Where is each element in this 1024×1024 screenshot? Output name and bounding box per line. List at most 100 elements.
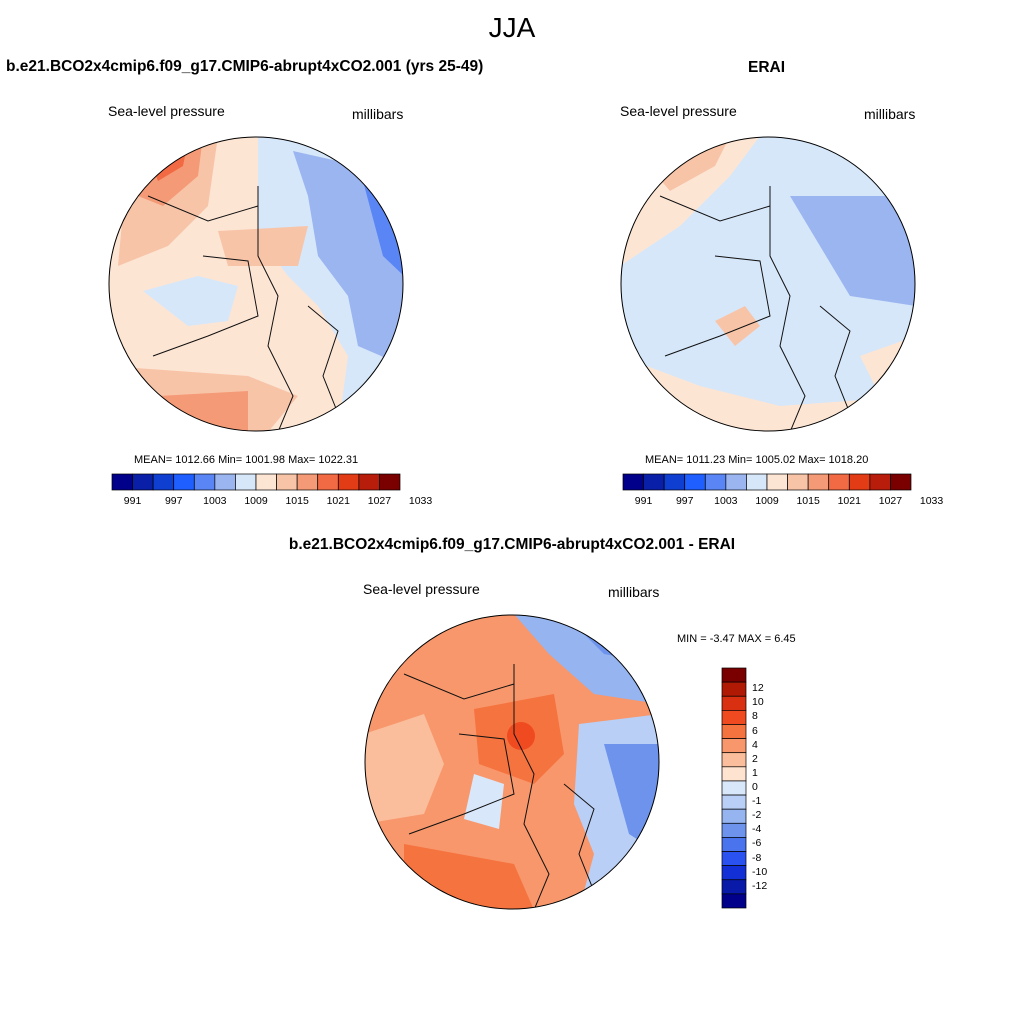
diff-colorbar-tick-label: 2 <box>752 752 758 765</box>
model-colorbar-tick-label: 1033 <box>408 495 433 507</box>
model-colorbar-swatch <box>193 473 216 491</box>
diff-colorbar-ticks: 12 10 8 6 4 2 1 0 -1 -2 -4 -6 -8 -10 -12 <box>752 668 792 908</box>
diff-colorbar-swatch <box>721 667 747 683</box>
obs-colorbar-tick-label: 1033 <box>919 495 944 507</box>
obs-contour-region <box>790 196 915 306</box>
obs-colorbar <box>622 473 912 491</box>
diff-colorbar-swatch <box>721 865 747 881</box>
diff-polar-map <box>364 614 660 910</box>
obs-colorbar-swatch <box>828 473 850 491</box>
model-right-label: millibars <box>352 106 404 122</box>
obs-colorbar-swatch <box>807 473 830 491</box>
obs-colorbar-swatch <box>848 473 871 491</box>
model-colorbar <box>111 473 401 491</box>
diff-colorbar-swatch <box>721 710 747 725</box>
diff-panel-title: b.e21.BCO2x4cmip6.f09_g17.CMIP6-abrupt4x… <box>288 536 736 553</box>
diff-colorbar-tick-label: -4 <box>752 823 762 836</box>
diff-colorbar-tick-label: 4 <box>752 738 758 751</box>
model-colorbar-swatch <box>296 473 319 491</box>
obs-colorbar-swatch <box>704 473 727 491</box>
model-colorbar-tick-label: 1015 <box>285 495 309 507</box>
diff-colorbar-tick-label: -2 <box>752 809 762 822</box>
diff-colorbar-tick-label: 10 <box>752 696 764 709</box>
model-colorbar-tick-label: 1003 <box>203 495 227 507</box>
obs-colorbar-swatch <box>663 473 686 491</box>
model-colorbar-tick-label: 991 <box>123 495 142 507</box>
obs-colorbar-ticks: 991 997 1003 1009 1015 1021 1027 1033 <box>623 495 943 509</box>
model-colorbar-swatch <box>255 473 277 491</box>
model-contour-region <box>143 276 238 326</box>
diff-colorbar-tick-label: 0 <box>752 781 758 793</box>
diff-colorbar-swatch <box>721 695 747 711</box>
obs-colorbar-swatch <box>869 473 891 491</box>
diff-colorbar-swatch <box>721 822 747 838</box>
diff-colorbar-swatch <box>721 724 747 739</box>
diff-contour-region <box>464 774 504 829</box>
diff-colorbar <box>721 667 747 909</box>
diff-stats: MIN = -3.47 MAX = 6.45 <box>677 633 796 645</box>
model-colorbar-swatch <box>317 473 339 491</box>
model-colorbar-swatch <box>379 473 401 491</box>
diff-colorbar-tick-label: -1 <box>752 795 762 808</box>
obs-map-border <box>620 136 916 432</box>
model-colorbar-swatch <box>173 473 195 491</box>
model-colorbar-tick-label: 1021 <box>326 495 350 507</box>
diff-colorbar-swatch <box>721 681 747 697</box>
model-colorbar-swatch <box>132 473 154 491</box>
diff-right-label: millibars <box>608 584 660 600</box>
diff-colorbar-swatch <box>721 780 747 796</box>
obs-colorbar-tick-label: 991 <box>634 495 653 507</box>
obs-colorbar-tick-label: 1003 <box>714 495 738 507</box>
model-colorbar-swatch <box>111 473 133 491</box>
diff-contour-region <box>365 714 444 824</box>
diff-colorbar-swatch <box>721 808 747 824</box>
obs-left-label: Sea-level pressure <box>620 103 737 119</box>
model-map-border <box>108 136 404 432</box>
model-colorbar-tick-label: 1027 <box>367 495 392 507</box>
model-colorbar-swatch <box>214 473 236 491</box>
obs-stats: MEAN= 1011.23 Min= 1005.02 Max= 1018.20 <box>645 454 869 466</box>
obs-colorbar-swatch <box>746 473 768 491</box>
diff-colorbar-tick-label: -8 <box>752 851 762 864</box>
diff-left-label: Sea-level pressure <box>363 581 480 597</box>
diff-colorbar-swatch <box>721 893 747 909</box>
obs-colorbar-swatch <box>684 473 706 491</box>
diff-colorbar-tick-label: -10 <box>752 865 768 878</box>
diff-map-border <box>364 614 660 910</box>
obs-colorbar-swatch <box>725 473 747 491</box>
model-colorbar-tick-label: 1009 <box>244 495 268 507</box>
model-polar-map <box>108 136 404 432</box>
model-colorbar-swatch <box>337 473 360 491</box>
obs-colorbar-swatch <box>766 473 788 491</box>
diff-contour-region <box>507 722 535 750</box>
model-contour-region <box>218 226 308 266</box>
diff-colorbar-tick-label: 8 <box>752 710 758 723</box>
diff-colorbar-tick-label: 6 <box>752 724 758 737</box>
obs-coastlines <box>659 186 856 431</box>
model-left-label: Sea-level pressure <box>108 103 225 119</box>
model-colorbar-swatch <box>235 473 257 491</box>
obs-colorbar-tick-label: 1015 <box>796 495 820 507</box>
obs-right-label: millibars <box>864 106 916 122</box>
model-panel-title: b.e21.BCO2x4cmip6.f09_g17.CMIP6-abrupt4x… <box>6 58 484 75</box>
figure-title: JJA <box>488 12 536 43</box>
model-colorbar-swatch <box>358 473 380 491</box>
diff-colorbar-tick-label: -12 <box>752 879 768 892</box>
diff-colorbar-swatch <box>721 738 747 754</box>
obs-panel-title: ERAI <box>748 59 786 76</box>
model-stats: MEAN= 1012.66 Min= 1001.98 Max= 1022.31 <box>134 454 359 466</box>
obs-contour-region <box>715 306 760 346</box>
model-coastlines <box>147 186 344 431</box>
diff-colorbar-swatch <box>721 752 747 768</box>
diff-colorbar-swatch <box>721 879 747 895</box>
diff-coastlines <box>403 664 600 909</box>
model-colorbar-tick-label: 997 <box>164 495 183 507</box>
obs-colorbar-swatch <box>787 473 809 491</box>
obs-colorbar-swatch <box>622 473 644 491</box>
diff-colorbar-tick-label: -6 <box>752 837 762 850</box>
model-colorbar-swatch <box>276 473 298 491</box>
obs-colorbar-swatch <box>643 473 665 491</box>
model-contour-region <box>158 391 248 431</box>
obs-colorbar-swatch <box>890 473 912 491</box>
obs-colorbar-tick-label: 997 <box>675 495 694 507</box>
